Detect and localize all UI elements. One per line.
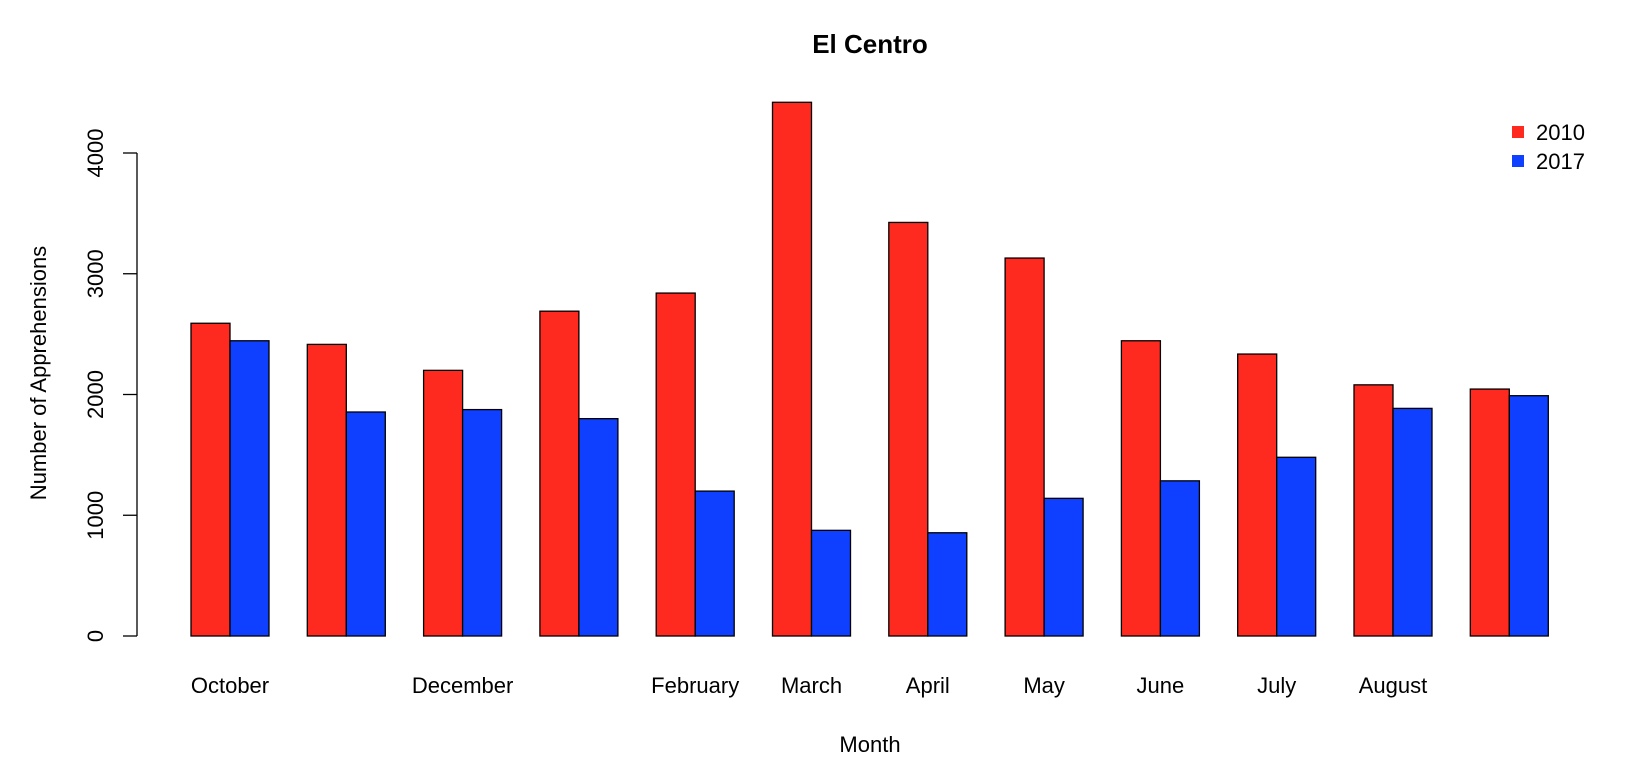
bar-2017-6 <box>927 532 968 637</box>
bar-2010-5 <box>771 101 813 637</box>
y-axis-label: Number of Apprehensions <box>26 246 51 500</box>
x-tick-label-2: December <box>412 673 513 698</box>
bar-2010-8 <box>1120 340 1162 637</box>
bar-2017-1 <box>345 411 386 637</box>
legend-swatch-2010 <box>1512 126 1524 138</box>
bars-group <box>190 101 1549 637</box>
bar-2010-2 <box>422 369 464 637</box>
bar-2017-0 <box>229 340 270 637</box>
x-tick-label-7: May <box>1023 673 1065 698</box>
bar-2010-7 <box>1004 257 1045 637</box>
x-axis-label: Month <box>839 732 900 757</box>
x-tick-label-8: June <box>1137 673 1185 698</box>
bar-2017-11 <box>1508 395 1549 637</box>
chart-title: El Centro <box>812 29 928 59</box>
x-tick-label-4: February <box>651 673 739 698</box>
bar-2010-11 <box>1469 388 1510 637</box>
legend-label-2010: 2010 <box>1536 120 1585 145</box>
x-tick-label-0: October <box>191 673 269 698</box>
legend-label-2017: 2017 <box>1536 149 1585 174</box>
bar-2017-8 <box>1159 480 1201 637</box>
x-tick-label-9: July <box>1257 673 1296 698</box>
x-tick-label-6: April <box>906 673 950 698</box>
y-tick-label-1: 1000 <box>83 491 108 540</box>
bar-2017-9 <box>1276 456 1317 637</box>
bar-2010-4 <box>655 292 696 637</box>
bar-2010-1 <box>306 343 347 637</box>
y-axis: 0 1000 2000 3000 4000 <box>83 129 138 642</box>
bar-2010-3 <box>539 310 580 637</box>
y-tick-label-4: 4000 <box>83 129 108 178</box>
bar-2010-0 <box>190 322 231 637</box>
y-tick-label-0: 0 <box>83 630 108 642</box>
bar-2017-7 <box>1043 497 1084 637</box>
x-tick-labels: October December February March April May June… <box>191 673 1427 698</box>
bar-2017-3 <box>578 417 619 637</box>
x-tick-label-5: March <box>781 673 842 698</box>
bar-2010-6 <box>888 221 929 637</box>
legend: 2010 2017 <box>1512 120 1585 174</box>
y-tick-label-3: 3000 <box>83 249 108 298</box>
x-tick-label-10: August <box>1359 673 1428 698</box>
bar-2017-5 <box>810 529 852 637</box>
bar-2017-2 <box>461 408 503 637</box>
y-tick-label-2: 2000 <box>83 370 108 419</box>
bar-2017-10 <box>1392 407 1433 637</box>
bar-2010-9 <box>1237 353 1278 637</box>
bar-2010-10 <box>1353 384 1394 637</box>
bar-2017-4 <box>694 490 735 637</box>
legend-swatch-2017 <box>1512 155 1524 167</box>
